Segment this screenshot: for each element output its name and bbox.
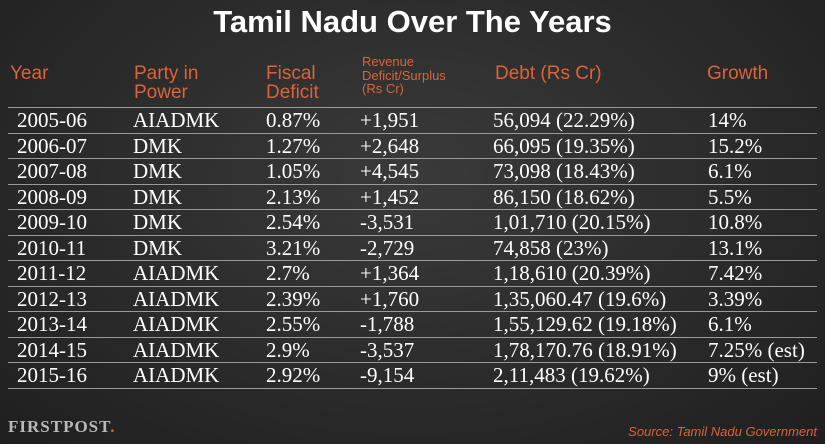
year-cell: 2007-08	[17, 159, 87, 183]
table-row: 2013-14 AIADMK 2.55% -1,788 1,55,129.62 (19.…	[8, 311, 817, 337]
debt-cell: 73,098 (18.43%)	[493, 159, 635, 183]
party-cell: AIADMK	[133, 312, 220, 336]
debt-cell: 74,858 (23%)	[493, 235, 609, 260]
debt-cell: 2,11,483 (19.62%)	[493, 363, 650, 387]
growth-cell: 13.1%	[708, 235, 763, 260]
debt-cell: 1,18,610 (20.39%)	[493, 261, 651, 285]
revenue-cell: +1,364	[360, 261, 420, 285]
fiscal-deficit-cell: 2.7%	[266, 261, 310, 285]
growth-cell: 6.1%	[708, 312, 752, 336]
table-row: 2008-09 DMK 2.13% +1,452 86,150 (18.62%) 5.5%	[8, 183, 817, 210]
table-row: 2014-15 AIADMK 2.9% -3,537 1,78,170.76 (18.9…	[8, 336, 817, 363]
header-year: Year	[10, 63, 49, 84]
debt-cell: 56,094 (22.29%)	[493, 108, 635, 132]
header-party: Party in Power	[134, 64, 198, 102]
header-revenue: Revenue Deficit/Surplus (Rs Cr)	[362, 55, 446, 96]
fiscal-deficit-cell: 0.87%	[266, 108, 321, 132]
table-row: 2012-13 AIADMK 2.39% +1,760 1,35,060.47 (19.…	[8, 285, 817, 312]
year-cell: 2015-16	[17, 363, 87, 387]
table-row: 2005-06 AIADMK 0.87% +1,951 56,094 (22.29%) 1…	[8, 107, 817, 133]
table-row: 2015-16 AIADMK 2.92% -9,154 2,11,483 (19.62%…	[8, 362, 817, 389]
debt-cell: 1,35,060.47 (19.6%)	[493, 286, 667, 311]
debt-cell: 1,55,129.62 (19.18%)	[493, 312, 677, 336]
revenue-cell: +2,648	[360, 133, 420, 158]
fiscal-deficit-cell: 2.9%	[266, 337, 310, 362]
header-growth: Growth	[707, 63, 769, 84]
growth-cell: 15.2%	[708, 133, 763, 158]
party-cell: DMK	[133, 159, 183, 183]
party-cell: DMK	[133, 133, 183, 158]
year-cell: 2013-14	[17, 312, 87, 336]
revenue-cell: +1,760	[360, 286, 420, 311]
header-revenue-line2: Deficit/Surplus	[362, 67, 446, 83]
brand-dot: .	[110, 417, 116, 436]
year-cell: 2005-06	[17, 108, 87, 132]
party-cell: DMK	[133, 235, 183, 260]
year-cell: 2011-12	[17, 261, 87, 285]
revenue-cell: -2,729	[360, 235, 415, 260]
fiscal-deficit-cell: 1.27%	[266, 133, 321, 158]
party-cell: DMK	[133, 210, 183, 234]
fiscal-deficit-cell: 2.39%	[266, 286, 321, 311]
year-cell: 2010-11	[17, 235, 87, 260]
party-cell: AIADMK	[133, 286, 220, 311]
brand-logo: FIRSTPOST.	[8, 417, 115, 437]
revenue-cell: -9,154	[360, 363, 415, 387]
revenue-cell: -3,537	[360, 337, 415, 362]
year-cell: 2008-09	[17, 184, 87, 209]
fiscal-deficit-cell: 1.05%	[266, 159, 321, 183]
growth-cell: 6.1%	[708, 159, 752, 183]
growth-cell: 3.39%	[708, 286, 763, 311]
growth-cell: 9% (est)	[708, 363, 779, 387]
party-cell: AIADMK	[133, 337, 220, 362]
header-fiscal: Fiscal Deficit	[266, 64, 319, 102]
year-cell: 2009-10	[17, 210, 87, 234]
revenue-cell: +1,951	[360, 108, 420, 132]
fiscal-deficit-cell: 3.21%	[266, 235, 321, 260]
header-revenue-line1: Revenue	[362, 54, 415, 69]
data-table: 2005-06 AIADMK 0.87% +1,951 56,094 (22.29%) 1…	[8, 107, 817, 389]
brand-name: FIRSTPOST	[8, 417, 111, 436]
debt-cell: 1,78,170.76 (18.91%)	[493, 337, 677, 362]
growth-cell: 7.25% (est)	[708, 337, 805, 362]
table-row: 2009-10 DMK 2.54% -3,531 1,01,710 (20.15%) 10…	[8, 209, 817, 235]
debt-cell: 86,150 (18.62%)	[493, 184, 635, 209]
source-note: Source: Tamil Nadu Government	[628, 424, 817, 439]
table-row: 2010-11 DMK 3.21% -2,729 74,858 (23%) 13.1%	[8, 234, 817, 261]
fiscal-deficit-cell: 2.55%	[266, 312, 321, 336]
header-revenue-line3: (Rs Cr)	[362, 81, 404, 97]
header-fiscal-line2: Deficit	[266, 82, 319, 103]
year-cell: 2014-15	[17, 337, 87, 362]
revenue-cell: +4,545	[360, 159, 420, 183]
party-cell: AIADMK	[133, 363, 220, 387]
year-cell: 2012-13	[17, 286, 87, 311]
party-cell: AIADMK	[133, 261, 220, 285]
header-party-line2: Power	[134, 82, 188, 103]
header-party-line1: Party in	[134, 63, 199, 84]
year-cell: 2006-07	[17, 133, 87, 158]
table-row: 2007-08 DMK 1.05% +4,545 73,098 (18.43%) 6.1%	[8, 158, 817, 184]
header-fiscal-line1: Fiscal	[266, 63, 316, 84]
revenue-cell: +1,452	[360, 184, 420, 209]
growth-cell: 7.42%	[708, 261, 763, 285]
revenue-cell: -3,531	[360, 210, 415, 234]
growth-cell: 5.5%	[708, 184, 752, 209]
party-cell: DMK	[133, 184, 183, 209]
growth-cell: 14%	[708, 108, 747, 132]
fiscal-deficit-cell: 2.54%	[266, 210, 321, 234]
header-debt: Debt (Rs Cr)	[495, 63, 602, 84]
fiscal-deficit-cell: 2.13%	[266, 184, 321, 209]
debt-cell: 66,095 (19.35%)	[493, 133, 635, 158]
growth-cell: 10.8%	[708, 210, 763, 234]
debt-cell: 1,01,710 (20.15%)	[493, 210, 651, 234]
table-row: 2006-07 DMK 1.27% +2,648 66,095 (19.35%) 15.2…	[8, 132, 817, 159]
revenue-cell: -1,788	[360, 312, 415, 336]
page-title: Tamil Nadu Over The Years	[213, 4, 612, 39]
table-row: 2011-12 AIADMK 2.7% +1,364 1,18,610 (20.39%)…	[8, 260, 817, 286]
fiscal-deficit-cell: 2.92%	[266, 363, 321, 387]
party-cell: AIADMK	[133, 108, 220, 132]
